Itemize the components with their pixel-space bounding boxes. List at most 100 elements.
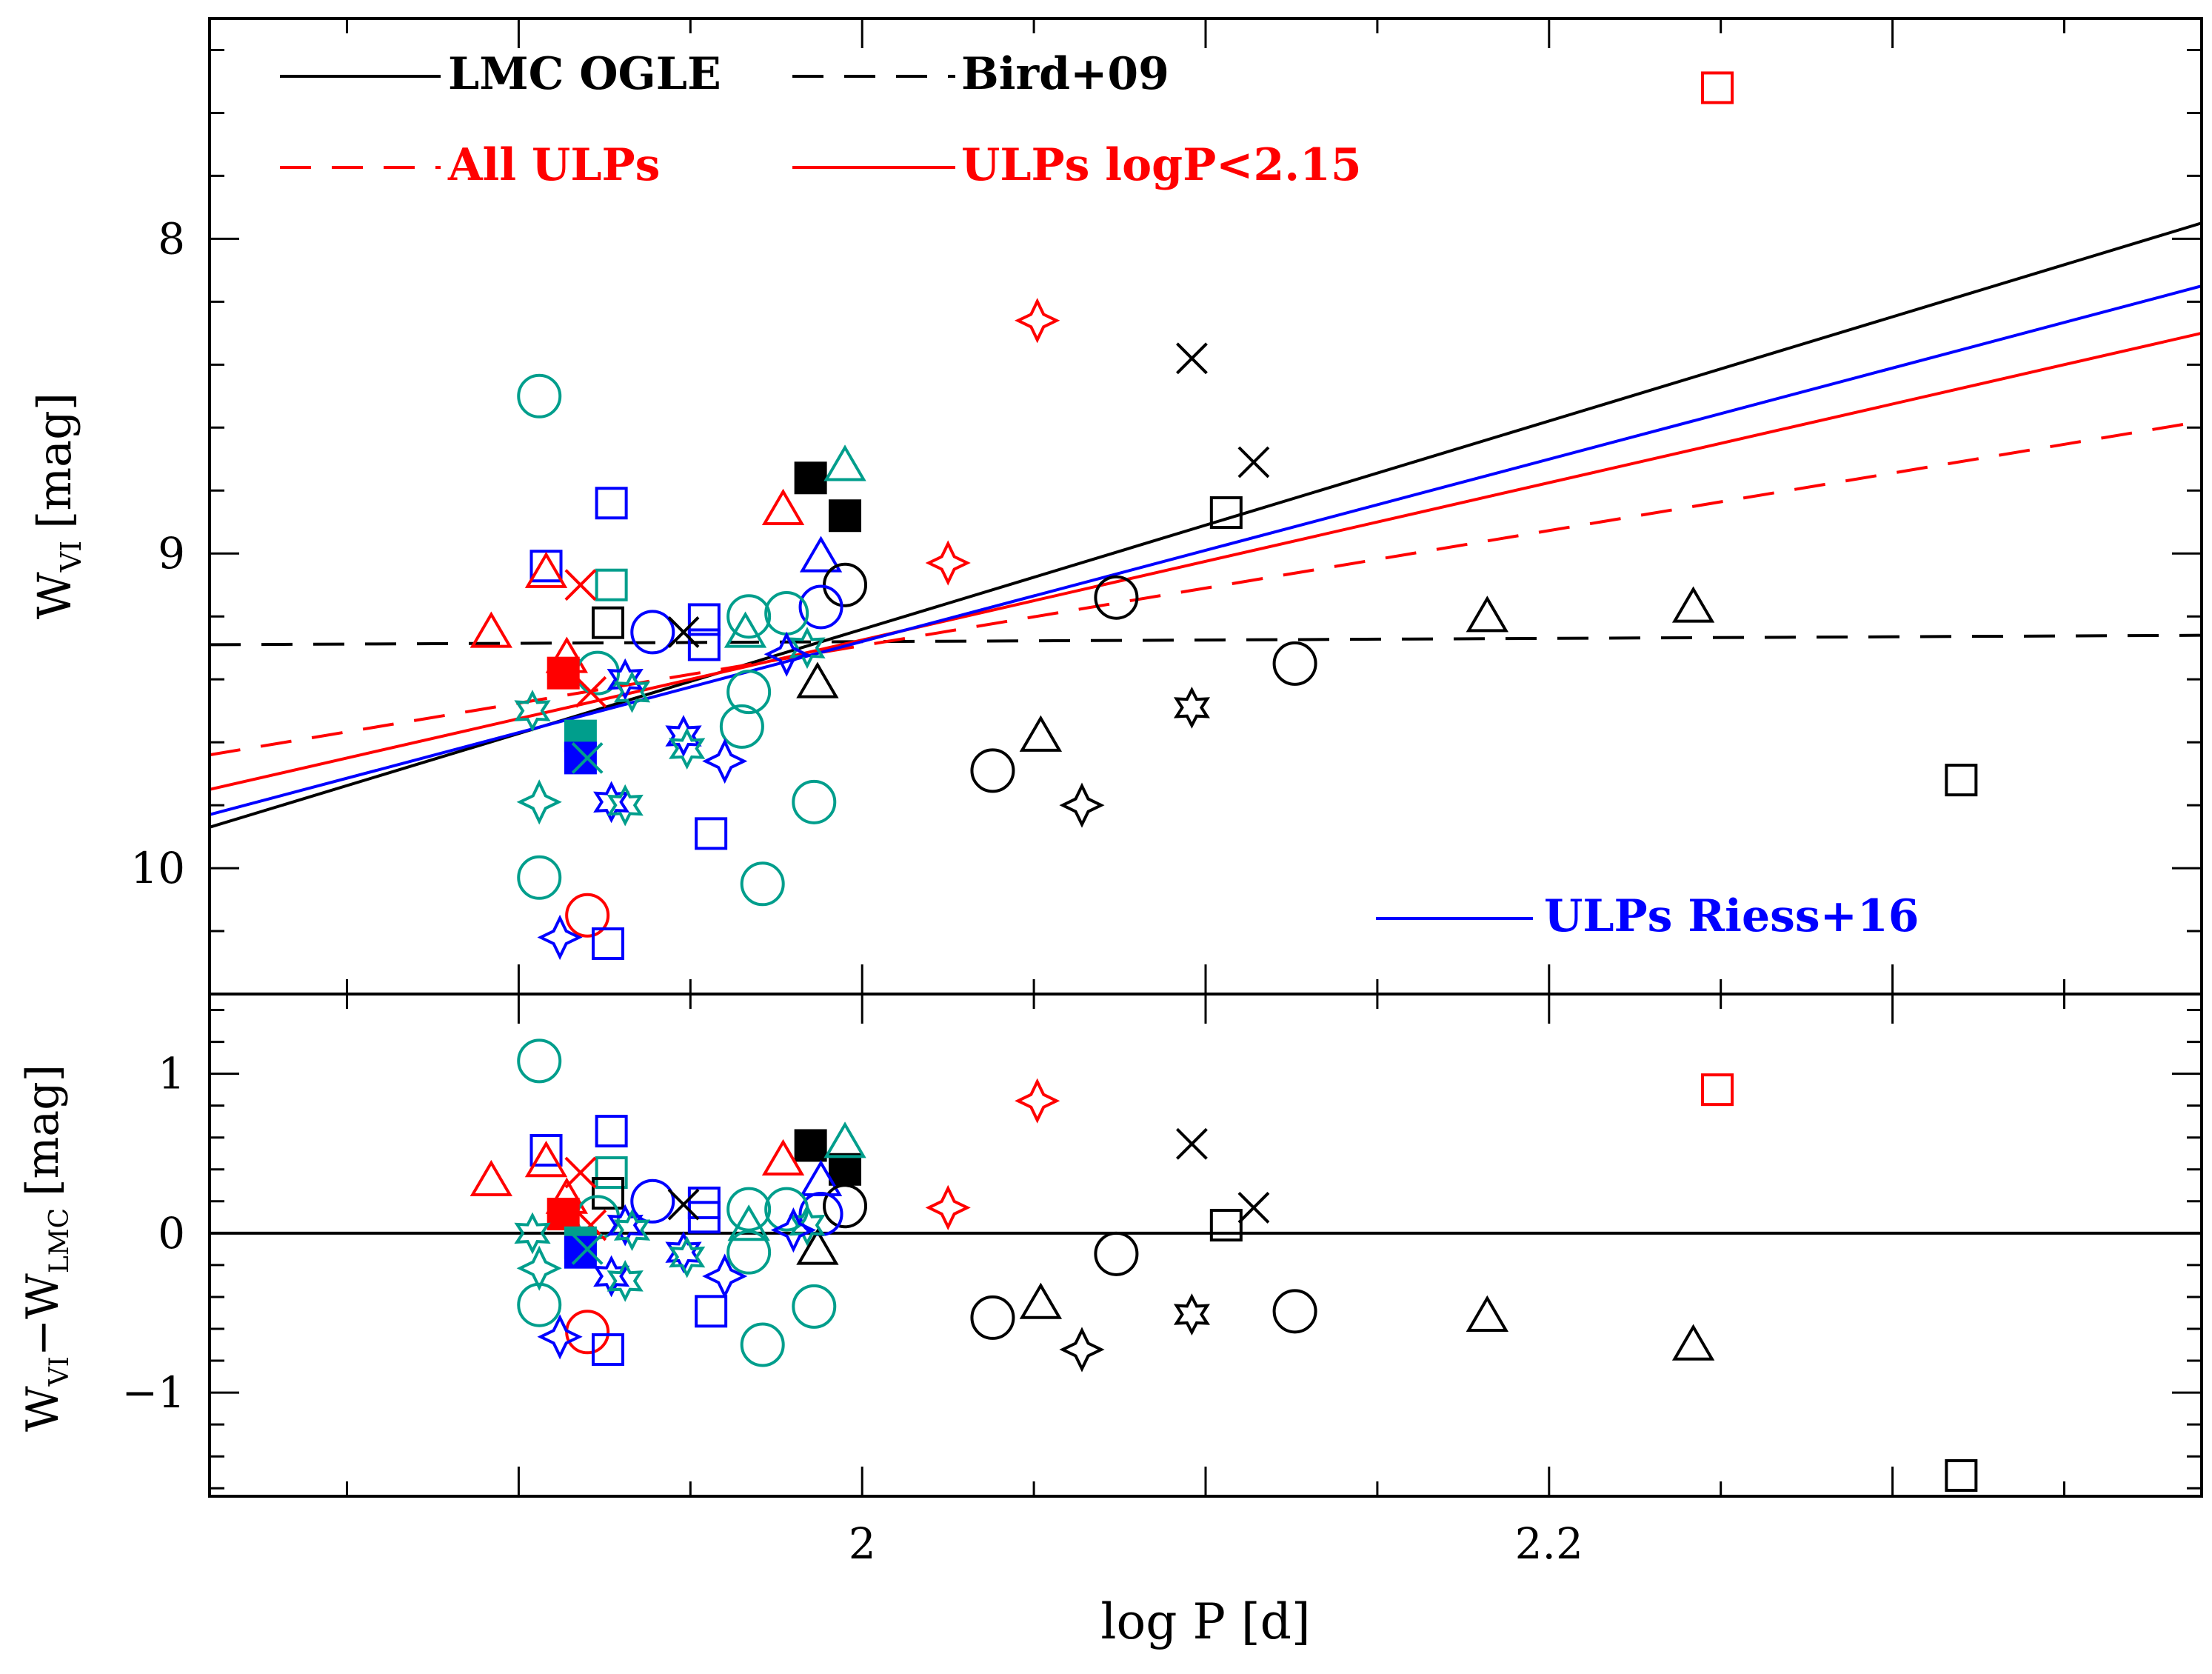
data-point-cross-black	[1237, 1192, 1270, 1224]
data-point-triangle-black	[1019, 715, 1063, 752]
data-point-square-blue	[687, 628, 721, 661]
data-point-squareFill-black	[829, 1153, 862, 1186]
top-panel-ticks	[210, 19, 2202, 994]
top-y-label-main: W	[27, 572, 81, 619]
data-point-circle-blue	[630, 610, 675, 655]
fit-line-ulps-riess-16	[209, 284, 2202, 816]
data-point-circle-black	[1272, 1289, 1317, 1334]
x-tick-labels: 2 2.2	[849, 1518, 1583, 1569]
legend-all-ulps-label: All ULPs	[447, 139, 660, 191]
data-point-triangle-black	[1671, 1324, 1715, 1361]
data-point-square-blue	[592, 1333, 624, 1366]
data-point-triangle-black	[796, 661, 839, 698]
data-point-triangle-red	[470, 1159, 512, 1197]
data-point-square-blue	[595, 487, 628, 520]
legend-bird-label: Bird+09	[961, 48, 1169, 100]
data-point-star6-teal	[669, 1236, 706, 1278]
data-point-square-blue	[592, 927, 624, 961]
data-point-star4-blue	[702, 1253, 748, 1299]
data-point-square-blue	[529, 550, 563, 583]
data-point-circle-black	[823, 1184, 868, 1229]
data-point-square-black	[592, 606, 624, 639]
data-point-star4-black	[1059, 782, 1105, 828]
data-point-star4-blue	[537, 1314, 583, 1360]
fit-line-all-ulps	[209, 419, 2202, 757]
x-tick-label: 2	[849, 1518, 876, 1569]
data-point-star4-red	[1015, 298, 1060, 344]
top-y-tick-label: 8	[158, 213, 185, 264]
data-point-star4-red	[1015, 1078, 1060, 1124]
data-point-circle-black	[1272, 641, 1317, 686]
data-point-star6-teal	[514, 1212, 551, 1255]
legend-ulps-cut-label: ULPs logP<2.15	[961, 139, 1362, 191]
top-y-tick-label: 9	[158, 528, 185, 578]
data-point-star6-teal	[514, 690, 551, 732]
data-point-circle-teal	[792, 779, 837, 824]
top-y-axis-label: WVI [mag]	[27, 393, 87, 619]
data-point-triangle-teal	[823, 1121, 866, 1158]
data-point-star4-blue	[770, 1207, 816, 1253]
data-point-star4-red	[925, 1184, 971, 1230]
bottom-y-tick-label: 0	[158, 1208, 185, 1258]
data-point-circle-teal	[517, 855, 562, 900]
data-point-circle-black	[1094, 1231, 1139, 1276]
data-point-square-red	[1701, 71, 1734, 104]
data-point-triangle-black	[1019, 1282, 1063, 1319]
data-point-circle-red	[565, 893, 610, 938]
data-point-triangle-red	[470, 611, 512, 648]
data-point-triangle-black	[1466, 1295, 1508, 1332]
data-point-star6-teal	[607, 1259, 644, 1302]
data-point-star4-blue	[763, 631, 809, 677]
data-point-triangle-teal	[727, 1204, 770, 1241]
data-point-circle-teal	[517, 1038, 562, 1084]
data-point-star4-teal	[516, 779, 562, 825]
bottom-panel-data-points	[470, 1038, 1978, 1493]
data-point-star6-teal	[789, 627, 826, 670]
data-point-triangle-blue	[799, 1159, 843, 1197]
top-y-tick-label: 10	[130, 843, 185, 893]
data-point-star6-teal	[613, 1209, 651, 1252]
data-point-square-black	[1945, 1459, 1978, 1493]
data-point-square-red	[1701, 1073, 1734, 1107]
data-point-circle-black	[1094, 575, 1139, 620]
bottom-y-axis-label: WVI−WLMC [mag]	[17, 1064, 75, 1432]
data-point-star6-blue	[607, 658, 644, 701]
data-point-circle-teal	[792, 1284, 837, 1329]
data-point-star6-teal	[607, 784, 644, 827]
data-point-circle-teal	[740, 1322, 785, 1367]
data-point-squareFill-red	[547, 656, 580, 690]
legend-riess-label: ULPs Riess+16	[1544, 890, 1919, 942]
data-point-triangle-red	[761, 488, 805, 525]
top-panel-fit-lines	[209, 221, 2202, 829]
data-point-square-teal	[595, 1156, 628, 1190]
data-point-circle-blue	[630, 1178, 675, 1224]
data-point-squareFill-black	[829, 499, 862, 533]
data-point-cross-red	[575, 676, 607, 708]
data-point-square-black	[1209, 1209, 1243, 1242]
data-point-circle-teal	[726, 1230, 772, 1275]
data-point-cross-red	[564, 1156, 597, 1189]
x-tick-label: 2.2	[1515, 1518, 1583, 1569]
data-point-circle-teal	[517, 373, 562, 418]
data-point-triangle-teal	[823, 444, 866, 481]
data-point-triangle-teal	[724, 611, 767, 648]
data-point-circle-black	[823, 562, 868, 607]
top-y-label-unit: [mag]	[27, 393, 81, 529]
data-point-triangle-red	[524, 551, 568, 588]
data-point-square-blue	[695, 1295, 728, 1328]
data-point-circle-black	[970, 1295, 1015, 1340]
data-point-square-teal	[595, 568, 628, 601]
data-point-square-black	[592, 1177, 624, 1210]
data-point-square-blue	[687, 1201, 721, 1234]
data-point-triangle-black	[1466, 596, 1508, 633]
data-point-squareFill-black	[794, 461, 827, 495]
bottom-panel-ticks	[210, 994, 2202, 1496]
data-point-square-blue	[595, 1115, 628, 1148]
legend: LMC OGLE Bird+09 All ULPs ULPs logP<2.15…	[280, 48, 1919, 942]
data-point-star6-teal	[613, 670, 651, 713]
data-point-circle-red	[565, 1310, 610, 1355]
data-point-triangle-black	[796, 1228, 839, 1265]
data-point-cross-black	[1176, 1127, 1208, 1160]
bottom-y-label-main: W	[17, 1386, 69, 1432]
